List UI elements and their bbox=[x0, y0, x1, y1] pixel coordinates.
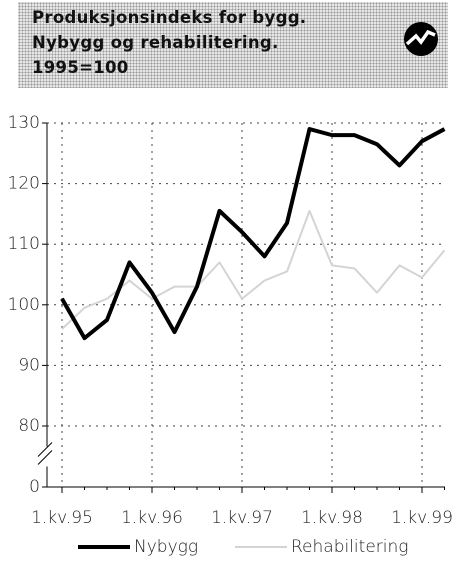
y-tick-label: 90 bbox=[18, 355, 40, 375]
axis-break bbox=[37, 450, 53, 465]
y-tick-label: 130 bbox=[8, 113, 40, 133]
header: Produksjonsindeks for bygg. Nybygg og re… bbox=[18, 2, 448, 88]
y-tick-label: 0 bbox=[29, 477, 40, 497]
series-line bbox=[61, 209, 446, 330]
x-tick-label: 1.kv.98 bbox=[301, 508, 363, 528]
legend-label: Rehabilitering bbox=[291, 537, 408, 557]
logo bbox=[404, 22, 438, 56]
y-tick-label: 80 bbox=[18, 416, 40, 436]
chart-title: 1995=100 bbox=[32, 58, 129, 77]
chart-title: Produksjonsindeks for bygg. bbox=[32, 8, 307, 27]
x-tick-label: 1.kv.95 bbox=[31, 508, 93, 528]
y-tick-label: 110 bbox=[8, 234, 40, 254]
x-tick-label: 1.kv.97 bbox=[211, 508, 273, 528]
x-tick-label: 1.kv.99 bbox=[391, 508, 453, 528]
axis-break-gap bbox=[39, 446, 55, 467]
legend-label: Nybygg bbox=[134, 537, 198, 557]
x-tick-label: 1.kv.96 bbox=[121, 508, 183, 528]
series-line bbox=[60, 127, 446, 341]
y-tick-label: 100 bbox=[8, 295, 40, 315]
axis-break bbox=[37, 442, 53, 457]
y-tick-label: 120 bbox=[8, 174, 40, 194]
chart-title: Nybygg og rehabilitering. bbox=[32, 33, 279, 52]
